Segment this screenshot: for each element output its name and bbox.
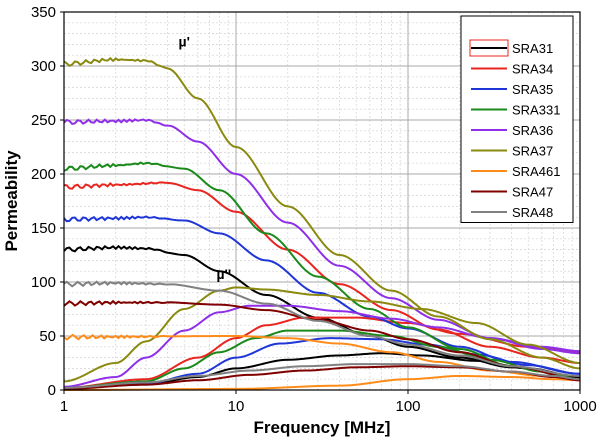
curve-sra331-mu-real [63,161,581,381]
legend-box [460,15,574,223]
legend-label-sra47: SRA47 [512,185,553,200]
curve-sra48-mu-imag [63,363,581,389]
x-tick-label: 1000 [563,398,596,415]
mu-real-annotation: µ' [179,34,190,50]
legend-label-sra37: SRA37 [512,144,553,159]
y-tick-label: 300 [31,58,56,75]
x-tick-label: 10 [228,398,245,415]
y-tick-label: 100 [31,274,56,291]
plot-frame [63,11,581,391]
y-axis-title: Permeability [2,150,21,252]
legend-label-sra34: SRA34 [512,62,553,77]
legend-label-sra48: SRA48 [512,205,553,220]
legend: SRA31 SRA34 SRA35 SRA331 SRA36 SRA37 SRA461 SRA… [460,15,574,223]
curve-sra37-mu-real [63,56,581,370]
legend-selection-box [469,39,509,57]
y-tick-label: 250 [31,112,56,129]
y-axis-ticks: 0 50 100 150 200 250 300 350 [31,4,64,399]
legend-label-sra461: SRA461 [512,164,560,179]
x-axis-title: Frequency [MHz] [254,418,391,437]
x-tick-label: 1 [60,398,68,415]
curve-sra331-mu-imag [63,329,581,389]
legend-label-sra331: SRA331 [512,103,560,118]
curve-sra35-mu-real [63,215,581,375]
legend-label-sra36: SRA36 [512,123,553,138]
mu-imag-annotation: µ'' [216,266,231,282]
curve-sra48-mu-real [63,280,581,377]
y-tick-label: 50 [39,328,56,345]
legend-label-sra35: SRA35 [512,82,553,97]
x-tick-label: 100 [395,398,420,415]
legend-label-sra31: SRA31 [512,41,553,56]
curve-sra34-mu-real [63,181,581,364]
y-tick-label: 200 [31,166,56,183]
x-axis-ticks: 1 10 100 1000 [60,390,597,415]
y-tick-label: 350 [31,4,56,21]
y-tick-label: 0 [48,382,56,399]
curve-sra35-mu-imag [63,337,581,389]
curve-sra47-mu-real [63,299,581,381]
curve-sra37-mu-imag [63,286,581,383]
annotations: µ' µ'' [179,34,232,282]
curve-sra36-mu-real [63,118,581,355]
y-tick-label: 150 [31,220,56,237]
